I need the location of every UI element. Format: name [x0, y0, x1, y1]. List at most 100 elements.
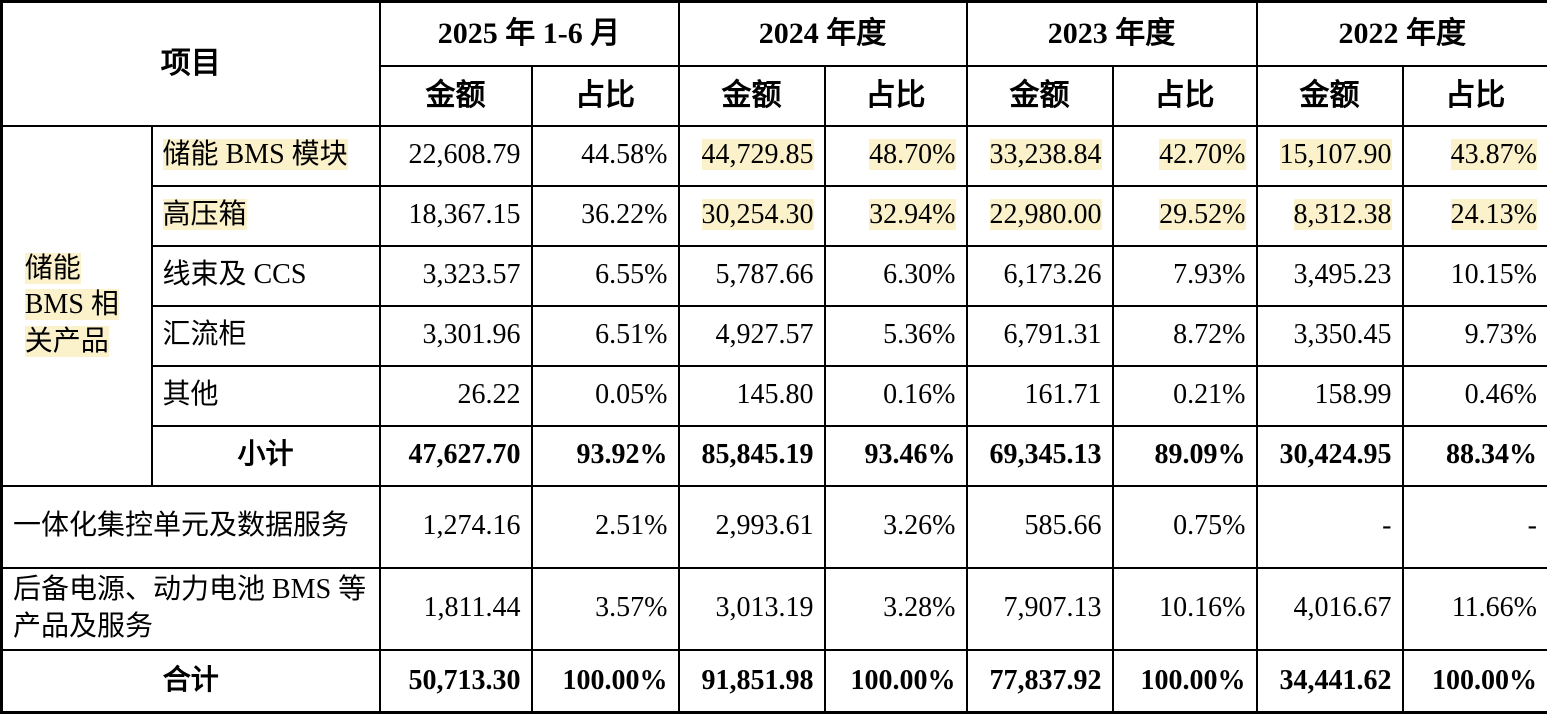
amount-cell: 3,301.96	[380, 306, 532, 366]
ratio-cell: 5.36%	[825, 306, 967, 366]
ratio-cell: 6.51%	[532, 306, 679, 366]
group-label-cell: 储能 BMS 相关产品	[2, 126, 152, 486]
ratio-cell: 93.92%	[532, 426, 679, 486]
amount-cell: 145.80	[679, 366, 825, 426]
ratio-cell: 24.13%	[1403, 186, 1547, 246]
header-row-periods: 项目 2025 年 1-6 月 2024 年度 2023 年度 2022 年度	[2, 2, 1547, 66]
amount-cell: 30,254.30	[679, 186, 825, 246]
highlighted-value: 44,729.85	[702, 139, 814, 170]
amount-cell: 44,729.85	[679, 126, 825, 186]
ratio-cell: -	[1403, 486, 1547, 568]
amount-cell: 85,845.19	[679, 426, 825, 486]
row-label-backup-power: 后备电源、动力电池 BMS 等产品及服务	[2, 568, 380, 650]
ratio-cell: 43.87%	[1403, 126, 1547, 186]
row-label-integrated-control: 一体化集控单元及数据服务	[2, 486, 380, 568]
ratio-cell: 100.00%	[1403, 650, 1547, 713]
amount-cell: 4,016.67	[1257, 568, 1403, 650]
amount-cell: 7,907.13	[967, 568, 1113, 650]
highlighted-value: 22,980.00	[990, 199, 1102, 230]
amount-cell: 161.71	[967, 366, 1113, 426]
row-label-subtotal: 小计	[152, 426, 380, 486]
ratio-cell: 48.70%	[825, 126, 967, 186]
amount-cell: 34,441.62	[1257, 650, 1403, 713]
header-ratio-2023: 占比	[1113, 66, 1257, 126]
amount-cell: 3,350.45	[1257, 306, 1403, 366]
amount-cell: 158.99	[1257, 366, 1403, 426]
ratio-cell: 8.72%	[1113, 306, 1257, 366]
row-label-combiner-cabinet: 汇流柜	[152, 306, 380, 366]
ratio-cell: 6.30%	[825, 246, 967, 306]
header-item: 项目	[2, 2, 380, 126]
header-amount-2024: 金额	[679, 66, 825, 126]
highlighted-value: 42.70%	[1159, 139, 1245, 170]
amount-cell: 6,791.31	[967, 306, 1113, 366]
amount-cell: 585.66	[967, 486, 1113, 568]
highlighted-value: 30,254.30	[702, 199, 814, 230]
highlighted-value: 33,238.84	[990, 139, 1102, 170]
ratio-cell: 32.94%	[825, 186, 967, 246]
amount-cell: 77,837.92	[967, 650, 1113, 713]
highlighted-label: 高压箱	[163, 199, 247, 230]
row-label-total: 合计	[2, 650, 380, 713]
highlighted-label: 储能 BMS 模块	[163, 139, 348, 170]
amount-cell: -	[1257, 486, 1403, 568]
amount-cell: 3,013.19	[679, 568, 825, 650]
ratio-cell: 29.52%	[1113, 186, 1257, 246]
row-label-harness-ccs: 线束及 CCS	[152, 246, 380, 306]
ratio-cell: 42.70%	[1113, 126, 1257, 186]
table-row-other: 其他 26.22 0.05% 145.80 0.16% 161.71 0.21%…	[2, 366, 1547, 426]
ratio-cell: 11.66%	[1403, 568, 1547, 650]
ratio-cell: 10.15%	[1403, 246, 1547, 306]
amount-cell: 1,274.16	[380, 486, 532, 568]
ratio-cell: 100.00%	[1113, 650, 1257, 713]
amount-cell: 5,787.66	[679, 246, 825, 306]
table-row-combiner-cabinet: 汇流柜 3,301.96 6.51% 4,927.57 5.36% 6,791.…	[2, 306, 1547, 366]
ratio-cell: 3.28%	[825, 568, 967, 650]
ratio-cell: 0.05%	[532, 366, 679, 426]
header-amount-2025h1: 金额	[380, 66, 532, 126]
ratio-cell: 7.93%	[1113, 246, 1257, 306]
amount-cell: 22,608.79	[380, 126, 532, 186]
group-label-wrap: 储能 BMS 相关产品	[25, 251, 129, 360]
ratio-cell: 0.16%	[825, 366, 967, 426]
amount-cell: 30,424.95	[1257, 426, 1403, 486]
amount-cell: 47,627.70	[380, 426, 532, 486]
table-row-high-voltage-box: 高压箱 18,367.15 36.22% 30,254.30 32.94% 22…	[2, 186, 1547, 246]
amount-cell: 50,713.30	[380, 650, 532, 713]
amount-cell: 8,312.38	[1257, 186, 1403, 246]
table-row-backup-power: 后备电源、动力电池 BMS 等产品及服务 1,811.44 3.57% 3,01…	[2, 568, 1547, 650]
header-ratio-2022: 占比	[1403, 66, 1547, 126]
ratio-cell: 88.34%	[1403, 426, 1547, 486]
table-row-bms-module: 储能 BMS 相关产品 储能 BMS 模块 22,608.79 44.58% 4…	[2, 126, 1547, 186]
table-row-subtotal: 小计 47,627.70 93.92% 85,845.19 93.46% 69,…	[2, 426, 1547, 486]
highlighted-value: 24.13%	[1451, 199, 1537, 230]
highlighted-value: 29.52%	[1159, 199, 1245, 230]
ratio-cell: 44.58%	[532, 126, 679, 186]
ratio-cell: 36.22%	[532, 186, 679, 246]
amount-cell: 15,107.90	[1257, 126, 1403, 186]
highlighted-value: 8,312.38	[1294, 199, 1392, 230]
table-row-harness-ccs: 线束及 CCS 3,323.57 6.55% 5,787.66 6.30% 6,…	[2, 246, 1547, 306]
ratio-cell: 0.21%	[1113, 366, 1257, 426]
amount-cell: 91,851.98	[679, 650, 825, 713]
amount-cell: 6,173.26	[967, 246, 1113, 306]
amount-cell: 3,495.23	[1257, 246, 1403, 306]
highlighted-value: 48.70%	[869, 139, 955, 170]
header-period-2025h1: 2025 年 1-6 月	[380, 2, 679, 66]
header-amount-2022: 金额	[1257, 66, 1403, 126]
highlighted-value: 15,107.90	[1280, 139, 1392, 170]
header-ratio-2024: 占比	[825, 66, 967, 126]
row-label-other: 其他	[152, 366, 380, 426]
row-label-high-voltage-box: 高压箱	[152, 186, 380, 246]
header-amount-2023: 金额	[967, 66, 1113, 126]
ratio-cell: 93.46%	[825, 426, 967, 486]
highlighted-value: 32.94%	[869, 199, 955, 230]
amount-cell: 69,345.13	[967, 426, 1113, 486]
ratio-cell: 9.73%	[1403, 306, 1547, 366]
ratio-cell: 3.26%	[825, 486, 967, 568]
highlighted-value: 43.87%	[1451, 139, 1537, 170]
amount-cell: 2,993.61	[679, 486, 825, 568]
amount-cell: 1,811.44	[380, 568, 532, 650]
header-period-2024: 2024 年度	[679, 2, 967, 66]
ratio-cell: 89.09%	[1113, 426, 1257, 486]
